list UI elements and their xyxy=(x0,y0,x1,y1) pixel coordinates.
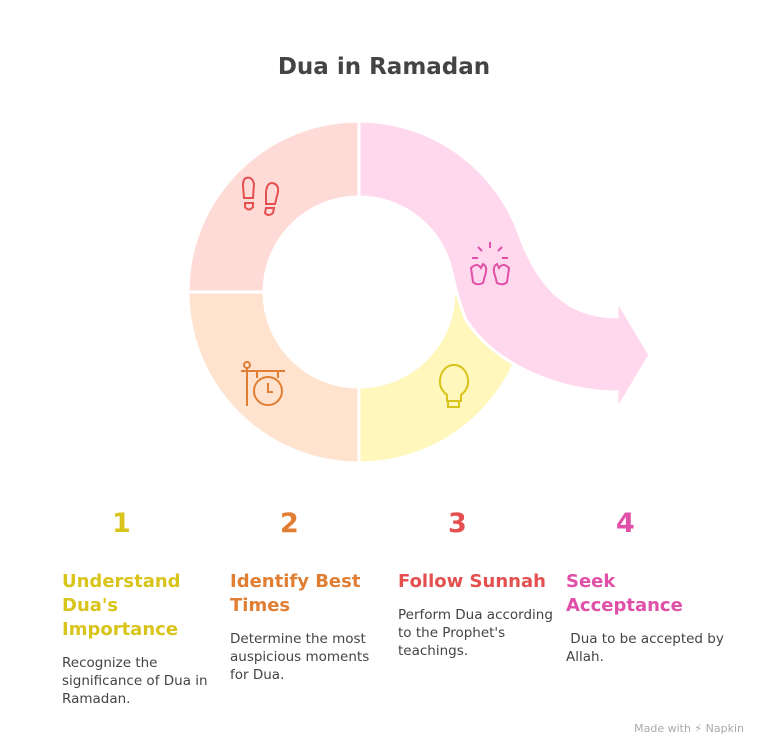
step-heading: Follow Sunnah xyxy=(398,571,546,592)
lightbulb-icon xyxy=(438,363,470,408)
step-description: Perform Dua according to the Prophet's t… xyxy=(398,607,553,659)
step-number: 3 xyxy=(448,508,467,539)
step-heading: Identify Best Times xyxy=(230,571,361,616)
step-3: 3 Follow Sunnah Perform Dua according to… xyxy=(398,508,558,660)
step-heading: Seek Acceptance xyxy=(566,571,683,616)
step-number: 4 xyxy=(616,508,635,539)
step-1: 1 Understand Dua's Importance Recognize … xyxy=(62,508,222,708)
step-heading: Understand Dua's Importance xyxy=(62,571,181,640)
hanging-clock-icon xyxy=(241,361,285,406)
step-4: 4 Seek Acceptance Dua to be accepted by … xyxy=(566,508,726,666)
diagram-title: Dua in Ramadan xyxy=(277,54,491,80)
step-description: Dua to be accepted by Allah. xyxy=(566,631,729,665)
footsteps-icon xyxy=(241,176,280,216)
napkin-watermark: Made with ⚡ Napkin xyxy=(634,722,744,735)
step-description: Recognize the significance of Dua in Ram… xyxy=(62,655,208,707)
step-number: 1 xyxy=(112,508,131,539)
segment-follow-sunnah xyxy=(186,119,361,294)
clapping-hands-icon xyxy=(469,242,511,286)
step-number: 2 xyxy=(280,508,299,539)
step-description: Determine the most auspicious moments fo… xyxy=(230,631,370,683)
step-2: 2 Identify Best Times Determine the most… xyxy=(230,508,390,684)
